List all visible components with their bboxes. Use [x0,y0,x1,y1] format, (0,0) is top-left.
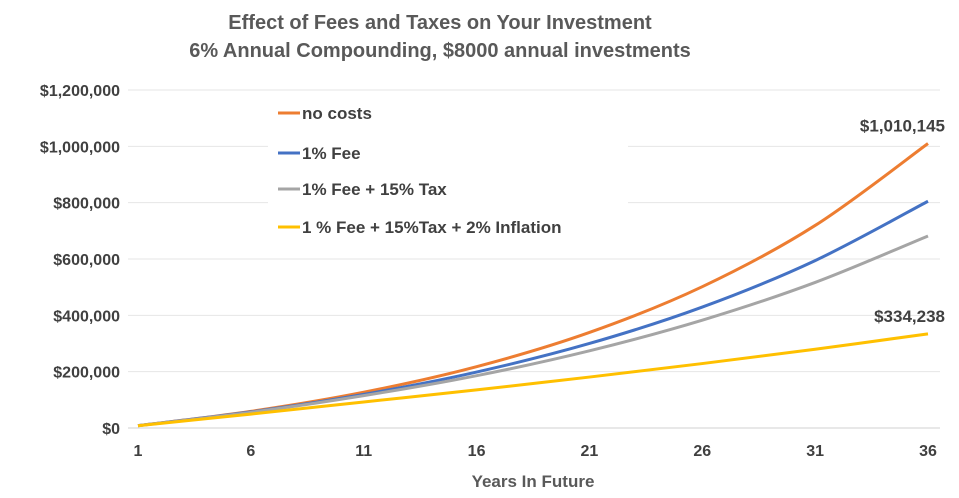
chart-title-line-1: Effect of Fees and Taxes on Your Investm… [228,12,652,34]
chart-title-line-2: 6% Annual Compounding, $8000 annual inve… [189,40,691,62]
x-tick-label: 6 [246,443,255,460]
y-tick-label: $400,000 [53,308,120,325]
x-tick-label: 1 [134,443,143,460]
data-label: $1,010,145 [860,116,945,135]
x-tick-label: 31 [806,443,824,460]
y-tick-label: $1,000,000 [40,139,120,156]
x-tick-label: 26 [693,443,711,460]
x-axis-label: Years In Future [472,472,595,491]
x-tick-label: 11 [355,443,372,460]
x-tick-label: 16 [468,443,486,460]
y-tick-label: $600,000 [53,252,120,269]
legend-label: 1 % Fee + 15%Tax + 2% Inflation [302,218,562,237]
y-tick-label: $200,000 [53,365,120,382]
y-tick-label: $800,000 [53,196,120,213]
y-tick-label: $0 [102,421,120,438]
x-tick-label: 36 [919,443,937,460]
series-line-3 [137,332,929,428]
legend-label: 1% Fee [302,144,361,163]
legend-box [268,96,628,242]
legend-label: 1% Fee + 15% Tax [302,180,447,199]
y-tick-label: $1,200,000 [40,83,120,100]
series-line-2 [137,234,929,428]
x-tick-label: 21 [581,443,599,460]
legend-label: no costs [302,104,372,123]
data-label: $334,238 [874,307,945,326]
